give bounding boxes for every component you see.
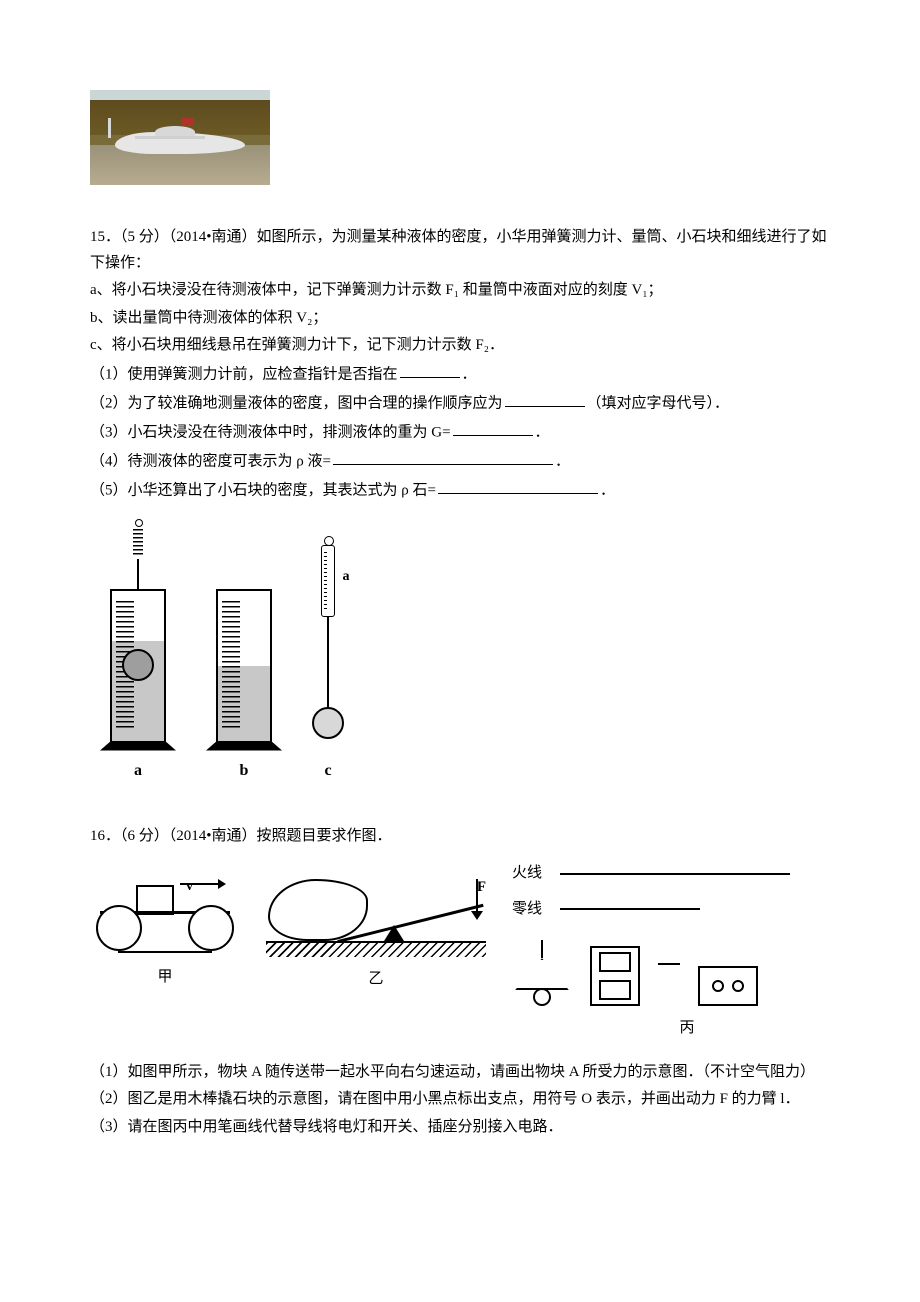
switch-rocker-1: [599, 952, 631, 972]
hero-plane-flag: [182, 118, 194, 126]
socket-hole-1: [712, 980, 724, 992]
q16-panel-yi: F 乙: [266, 861, 486, 993]
lamp-shade: [515, 958, 569, 990]
conveyor-belt: v: [90, 875, 240, 955]
q15-blank-1[interactable]: [400, 361, 460, 379]
cylinder-ticks-b: [222, 601, 240, 731]
spring-scale-c: [324, 552, 327, 610]
q15-p3-a: （3）小石块浸没在待测液体中时，排测液体的重为 G=: [90, 424, 451, 440]
spring-gauge-c: [321, 545, 335, 617]
caption-yi: 乙: [368, 967, 383, 993]
lamp: [512, 940, 572, 1006]
cylinder-base-a: [100, 741, 176, 751]
wall-switch: [590, 946, 640, 1006]
q15-p2-a: （2）为了较准确地测量液体的密度，图中合理的操作顺序应为: [90, 395, 503, 411]
q16-p1: （1）如图甲所示，物块 A 随传送带一起水平向右匀速运动，请画出物块 A 所受力…: [90, 1060, 830, 1086]
q15-step-c: c、将小石块用细线悬吊在弹簧测力计下，记下测力计示数 F₂．: [90, 333, 830, 359]
fulcrum: [384, 925, 404, 941]
q15-number: 15．（5 分）（2014•南通）: [90, 229, 257, 245]
rock: [268, 879, 368, 941]
circuit-diagram: 火线 零线: [512, 861, 802, 1006]
lamp-bulb: [533, 988, 551, 1006]
neutral-wire-line: [560, 908, 700, 910]
hero-plane-wing: [135, 136, 205, 139]
cylinder-b: [216, 589, 272, 743]
belt-bottom: [118, 951, 212, 954]
q16-panel-jia: v 甲: [90, 861, 240, 991]
q16-p2: （2）图乙是用木棒撬石块的示意图，请在图中用小黑点标出支点，用符号 O 表示，并…: [90, 1087, 830, 1113]
q15-p3: （3）小石块浸没在待测液体中时，排测液体的重为 G= ．: [90, 419, 830, 446]
force-arrow-line: [476, 879, 478, 913]
string-c: [327, 617, 329, 707]
q15-p4: （4）待测液体的密度可表示为 ρ 液= ．: [90, 448, 830, 475]
q15-blank-2[interactable]: [505, 390, 585, 408]
q15-header: 15．（5 分）（2014•南通）如图所示，为测量某种液体的密度，小华用弹簧测力…: [90, 225, 830, 276]
live-wire-row: 火线: [512, 861, 802, 887]
q15-step-a: a、将小石块浸没在待测液体中，记下弹簧测力计示数 F₁ 和量筒中液面对应的刻度 …: [90, 278, 830, 304]
q15-label-a: a: [134, 757, 142, 784]
stone-a: [122, 649, 154, 681]
question-15: 15．（5 分）（2014•南通）如图所示，为测量某种液体的密度，小华用弹簧测力…: [90, 225, 830, 784]
velocity-arrow-head: [218, 879, 226, 889]
hero-plane-tail: [108, 118, 111, 138]
q15-p5: （5）小华还算出了小石块的密度，其表达式为 ρ 石= ．: [90, 477, 830, 504]
string-a: [137, 559, 139, 589]
switch-rocker-2: [599, 980, 631, 1000]
q16-intro: 按照题目要求作图．: [257, 828, 392, 844]
force-arrow-head: [471, 911, 483, 920]
question-16: 16．（6 分）（2014•南通）按照题目要求作图． v 甲: [90, 824, 830, 1141]
velocity-arrow-line: [180, 883, 220, 885]
spring-coil-a: [133, 529, 143, 557]
cylinder-base-b: [206, 741, 282, 751]
q15-blank-5[interactable]: [438, 477, 598, 495]
spring-ring-a: [132, 519, 144, 559]
live-wire-label: 火线: [512, 861, 542, 887]
lever-diagram: F: [266, 867, 486, 957]
q15-p4-a: （4）待测液体的密度可表示为 ρ 液=: [90, 453, 331, 469]
q15-p5-a: （5）小华还算出了小石块的密度，其表达式为 ρ 石=: [90, 482, 436, 498]
q15-figure: a b a c: [90, 519, 830, 784]
socket-lead: [658, 963, 680, 965]
roller-left: [96, 905, 142, 951]
q15-step-b: b、读出量筒中待测液体的体积 V₂；: [90, 306, 830, 332]
socket-hole-2: [732, 980, 744, 992]
q15-apparatus-c: a c: [312, 525, 344, 784]
socket: [698, 966, 758, 1006]
q15-p4-b: ．: [555, 453, 570, 469]
q15-label-b: b: [240, 757, 249, 784]
stone-c: [312, 707, 344, 739]
live-wire-line: [560, 873, 790, 875]
q15-p1: （1）使用弹簧测力计前，应检查指针是否指在 ．: [90, 361, 830, 388]
roller-right: [188, 905, 234, 951]
q15-p1-a: （1）使用弹簧测力计前，应检查指针是否指在: [90, 366, 398, 382]
q15-blank-4[interactable]: [333, 448, 553, 466]
ground-hatch: [266, 943, 486, 957]
circuit-devices: [512, 940, 802, 1006]
velocity-label: v: [186, 875, 193, 899]
q16-figure: v 甲 F: [90, 861, 830, 1042]
q16-p3: （3）请在图丙中用笔画线代替导线将电灯和开关、插座分别接入电路．: [90, 1115, 830, 1141]
force-label: F: [477, 875, 486, 901]
q15-label-c: c: [324, 757, 331, 784]
q15-blank-3[interactable]: [453, 419, 533, 437]
q16-header: 16．（6 分）（2014•南通）按照题目要求作图．: [90, 824, 830, 850]
q15-apparatus-b: b: [206, 519, 282, 784]
neutral-wire-row: 零线: [512, 897, 802, 923]
caption-bing: 丙: [679, 1016, 694, 1042]
hero-sky: [90, 90, 270, 100]
neutral-wire-label: 零线: [512, 897, 542, 923]
q16-number: 16．（6 分）（2014•南通）: [90, 828, 257, 844]
cylinder-a: [110, 589, 166, 743]
lamp-cable: [541, 940, 543, 958]
q15-p2-b: （填对应字母代号）．: [587, 395, 730, 411]
q16-panel-bing: 火线 零线: [512, 861, 802, 1042]
q15-p2: （2）为了较准确地测量液体的密度，图中合理的操作顺序应为 （填对应字母代号）．: [90, 390, 830, 417]
hero-photo: [90, 90, 270, 185]
q15-apparatus-a: a: [100, 519, 176, 784]
q15-p1-b: ．: [462, 366, 477, 382]
q15-p3-b: ．: [535, 424, 550, 440]
caption-jia: 甲: [157, 965, 172, 991]
q15-p5-b: ．: [600, 482, 615, 498]
